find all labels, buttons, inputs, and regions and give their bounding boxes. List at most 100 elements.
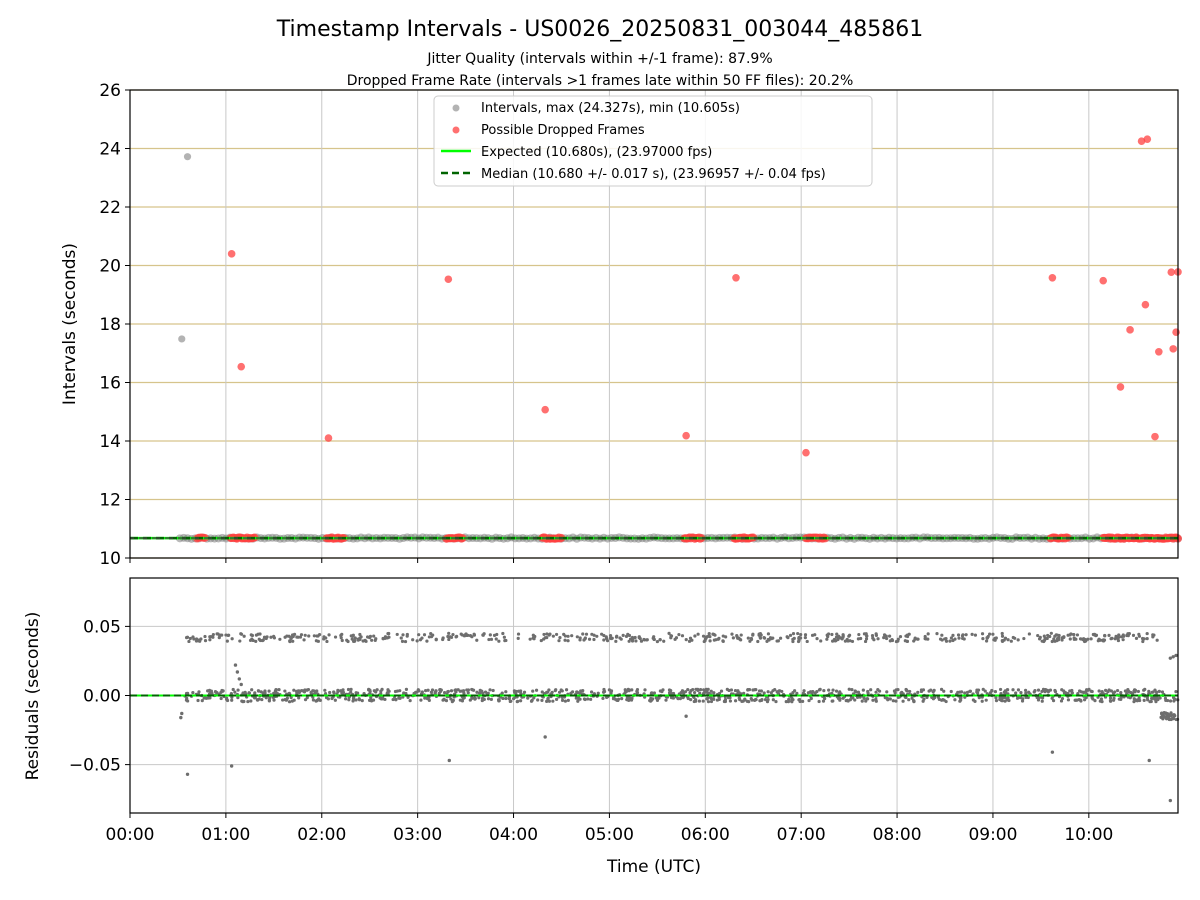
residual-point [702, 688, 706, 692]
residual-point [910, 696, 914, 700]
residual-point [477, 696, 481, 700]
residual-point [225, 698, 230, 703]
residual-point [907, 698, 911, 702]
residual-point [454, 635, 458, 639]
residual-point [1055, 633, 1059, 637]
residual-point [963, 691, 967, 695]
residual-point [938, 637, 943, 641]
residual-point [385, 691, 390, 695]
residual-point [203, 639, 208, 643]
residual-point [888, 634, 892, 638]
residual-point [861, 688, 865, 692]
legend-marker-intervals [452, 104, 460, 112]
residual-point [587, 637, 592, 641]
residual-point [630, 639, 635, 643]
residual-point [586, 697, 590, 701]
residual-point [480, 696, 485, 700]
residual-point [1021, 697, 1025, 701]
legend-label-expected: Expected (10.680s), (23.97000 fps) [481, 145, 712, 160]
residual-point [239, 632, 243, 636]
residual-point [447, 637, 451, 642]
residual-point [774, 699, 778, 704]
residual-point [327, 633, 331, 637]
residual-point [466, 688, 471, 692]
residual-point [667, 631, 671, 635]
intervals-y-tick-label: 14 [99, 432, 121, 452]
residual-point [736, 636, 740, 640]
residual-point [853, 689, 857, 693]
residual-point [449, 697, 453, 701]
dropped-frame-point [1099, 276, 1108, 285]
residual-point [385, 636, 390, 640]
residual-point [1160, 690, 1165, 694]
residual-point [1093, 699, 1097, 703]
residual-point [323, 692, 328, 696]
residual-point [303, 633, 307, 637]
residual-point [701, 634, 706, 638]
residual-point [297, 696, 301, 700]
residual-point [1167, 717, 1172, 722]
residual-point [790, 700, 794, 704]
residual-point [827, 688, 831, 692]
residual-point [669, 636, 673, 640]
x-tick-label: 02:00 [297, 825, 346, 845]
residual-point [1006, 696, 1010, 700]
residual-point [874, 690, 878, 694]
residuals-y-tick-label: 0.05 [83, 617, 121, 637]
legend-label-intervals: Intervals, max (24.327s), min (10.605s) [481, 101, 740, 116]
residual-point [185, 635, 190, 639]
residual-point [696, 632, 700, 636]
residual-point [188, 636, 192, 641]
residual-point [1089, 637, 1093, 641]
residual-point [563, 699, 568, 703]
residual-point [344, 697, 348, 701]
residual-point [351, 699, 355, 703]
residual-point [671, 696, 675, 700]
residual-point [333, 698, 337, 702]
residual-point [221, 689, 225, 693]
residual-point [706, 687, 710, 691]
residual-point [831, 688, 835, 692]
residual-point [733, 699, 738, 703]
residual-point [274, 688, 278, 692]
residual-outlier-point [1147, 758, 1151, 763]
residual-point [976, 691, 980, 695]
residual-point [261, 638, 265, 642]
residual-point [1041, 696, 1045, 700]
residual-point [984, 698, 988, 702]
residual-point [236, 688, 240, 692]
residual-point [749, 637, 754, 642]
residual-point [874, 697, 878, 701]
residual-point [1003, 636, 1008, 640]
residual-point [819, 639, 823, 643]
residual-point [267, 689, 271, 693]
residual-point [662, 639, 666, 643]
residual-point [558, 635, 562, 640]
residual-point [1042, 639, 1046, 644]
residual-point [341, 690, 346, 695]
residual-point [570, 634, 574, 638]
residual-point [196, 698, 200, 703]
residual-point [422, 633, 427, 637]
residual-point [1145, 631, 1149, 636]
residual-point [472, 633, 477, 637]
residual-point [186, 699, 190, 703]
residual-point [531, 689, 535, 693]
residual-point [462, 634, 467, 638]
dropped-frame-point [682, 431, 690, 440]
residual-point [347, 698, 351, 702]
residual-point [607, 688, 611, 692]
dropped-frame-point [1126, 326, 1134, 334]
residual-point [985, 636, 989, 640]
residual-point [739, 638, 743, 642]
residual-point [504, 696, 508, 701]
residual-point [496, 698, 501, 702]
dropped-frame-point [227, 250, 236, 258]
residual-point [988, 691, 993, 695]
residual-point [406, 695, 410, 700]
residual-point [356, 637, 360, 641]
residual-point [850, 688, 854, 692]
residual-point [802, 689, 806, 693]
residual-point [1087, 687, 1091, 691]
residual-point [530, 698, 534, 702]
